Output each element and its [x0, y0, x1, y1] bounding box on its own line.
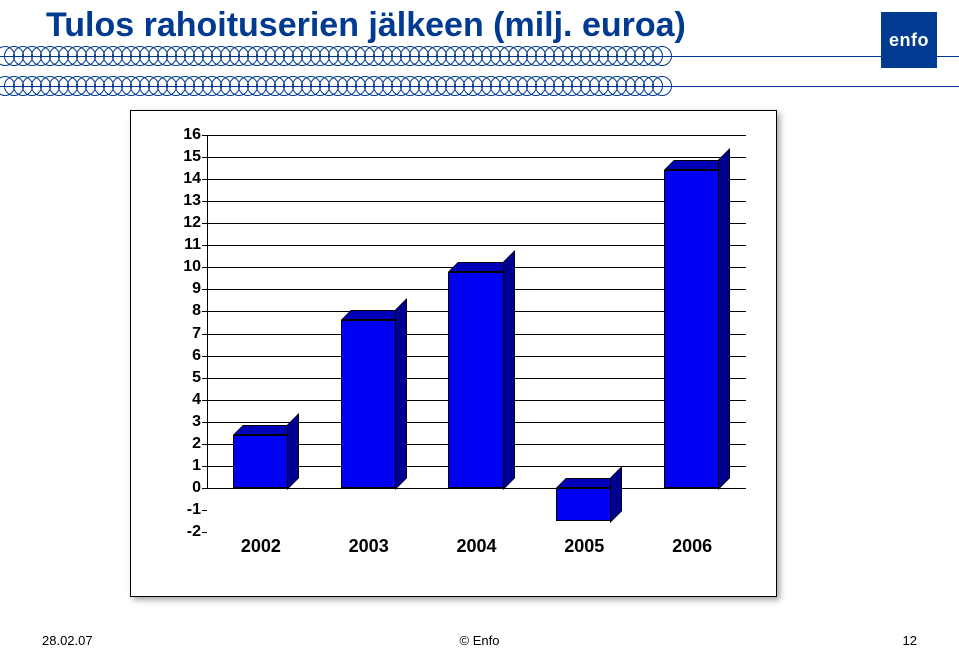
y-tick-label: 5 — [161, 369, 201, 387]
y-tick-label: 7 — [161, 325, 201, 343]
chart-gridline — [207, 157, 746, 158]
y-tick-label: 11 — [161, 236, 201, 254]
y-tick-mark — [202, 488, 207, 489]
y-tick-label: 4 — [161, 391, 201, 409]
footer-page-number: 12 — [903, 633, 917, 648]
chart-plot-area: -2-1012345678910111213141516 — [207, 135, 746, 532]
y-tick-label: 13 — [161, 192, 201, 210]
footer-date: 28.02.07 — [42, 633, 93, 648]
y-tick-label: 16 — [161, 126, 201, 144]
chart-bar — [664, 170, 720, 488]
y-tick-label: 8 — [161, 302, 201, 320]
y-tick-label: 3 — [161, 413, 201, 431]
y-tick-label: 10 — [161, 258, 201, 276]
y-tick-label: 0 — [161, 479, 201, 497]
chart-bar — [556, 488, 612, 521]
chart-x-axis-labels: 2002 2003 2004 2005 2006 — [207, 536, 746, 562]
header-rule-2 — [0, 86, 959, 87]
y-axis-line — [207, 135, 208, 488]
y-tick-label: -2 — [161, 523, 201, 541]
slide-title: Tulos rahoituserien jälkeen (milj. euroa… — [46, 6, 686, 45]
x-tick-label: 2006 — [672, 536, 712, 557]
chart-gridline — [207, 135, 746, 136]
chart-container: -2-1012345678910111213141516 20022003200… — [130, 110, 777, 597]
y-tick-mark — [202, 532, 207, 533]
chart-bar — [341, 320, 397, 488]
decorative-circles — [0, 46, 700, 96]
x-tick-label: 2002 — [241, 536, 281, 557]
y-tick-label: 9 — [161, 280, 201, 298]
y-tick-label: 6 — [161, 347, 201, 365]
slide-header: Tulos rahoituserien jälkeen (milj. euroa… — [0, 0, 959, 96]
x-tick-label: 2004 — [456, 536, 496, 557]
slide-footer: 28.02.07 © Enfo 12 — [0, 626, 959, 656]
enfo-logo: enfo — [881, 12, 937, 68]
y-tick-label: 2 — [161, 435, 201, 453]
y-tick-label: 14 — [161, 170, 201, 188]
y-tick-label: 1 — [161, 457, 201, 475]
chart-inner: -2-1012345678910111213141516 20022003200… — [161, 135, 746, 562]
y-tick-label: 12 — [161, 214, 201, 232]
y-tick-label: -1 — [161, 501, 201, 519]
chart-bar — [448, 272, 504, 488]
x-tick-label: 2003 — [349, 536, 389, 557]
chart-bar — [233, 435, 289, 488]
header-rule-1 — [0, 56, 959, 57]
footer-copyright: © Enfo — [460, 633, 500, 648]
y-tick-mark — [202, 510, 207, 511]
x-tick-label: 2005 — [564, 536, 604, 557]
y-tick-label: 15 — [161, 148, 201, 166]
enfo-logo-text: enfo — [889, 30, 929, 51]
